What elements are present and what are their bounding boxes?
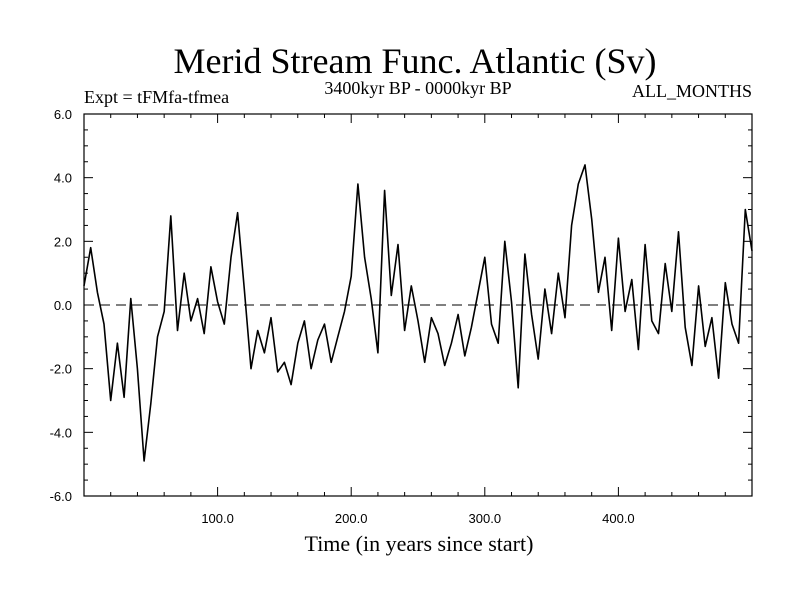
y-tick-label: 6.0: [54, 107, 72, 122]
chart-subtitle-left: Expt = tFMfa-tfmea: [84, 87, 229, 107]
y-tick-label: -2.0: [50, 362, 72, 377]
y-tick-label: 0.0: [54, 298, 72, 313]
plot-frame: [83, 113, 753, 497]
chart-title: Merid Stream Func. Atlantic (Sv): [174, 41, 657, 81]
y-tick-label: -6.0: [50, 489, 72, 504]
x-tick-label: 400.0: [602, 511, 635, 526]
x-axis-label: Time (in years since start): [305, 531, 534, 556]
y-tick-label: 2.0: [54, 234, 72, 249]
x-tick-label: 100.0: [201, 511, 234, 526]
x-tick-label: 300.0: [469, 511, 502, 526]
y-tick-label: 4.0: [54, 171, 72, 186]
series-line: [83, 164, 753, 462]
x-axis: 100.0 200.0 300.0 400.0: [110, 114, 726, 526]
chart-subtitle-center: 3400kyr BP - 0000kyr BP: [324, 78, 511, 98]
chart-subtitle-right: ALL_MONTHS: [632, 81, 752, 101]
y-tick-label: -4.0: [50, 425, 72, 440]
x-tick-label: 200.0: [335, 511, 368, 526]
